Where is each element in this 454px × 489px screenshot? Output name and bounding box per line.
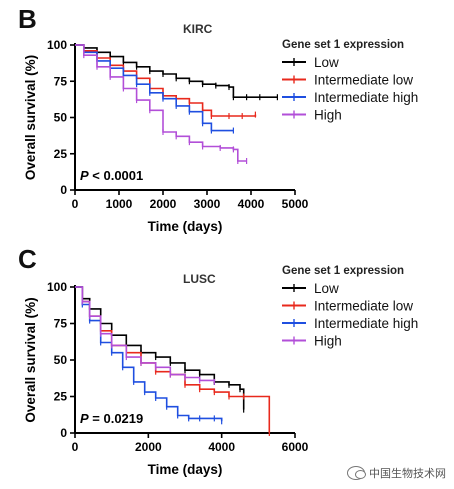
watermark-text: 中国生物技术网 (369, 467, 446, 480)
series-line (75, 286, 223, 422)
x-axis-label: Time (days) (148, 219, 223, 234)
p-value-annotation: P < 0.0001 (80, 168, 143, 183)
x-tick-label: 4000 (208, 440, 235, 454)
legend-label: Low (314, 55, 339, 70)
y-axis-label: Overall survival (%) (23, 297, 38, 422)
panel-label: B (18, 4, 37, 34)
x-tick-label: 1000 (106, 197, 133, 211)
legend-label: High (314, 334, 342, 349)
legend-label: High (314, 108, 342, 123)
y-tick-label: 50 (54, 111, 68, 125)
x-tick-label: 2000 (150, 197, 177, 211)
p-value: = 0.0219 (89, 411, 144, 426)
p-value-annotation: P = 0.0219 (80, 411, 143, 426)
x-tick-label: 2000 (135, 440, 162, 454)
y-tick-label: 100 (47, 38, 67, 52)
y-tick-label: 50 (54, 353, 68, 367)
x-tick-label: 3000 (194, 197, 221, 211)
x-tick-label: 0 (72, 440, 79, 454)
y-tick-label: 25 (54, 390, 68, 404)
legend-label: Intermediate high (314, 90, 418, 105)
x-tick-label: 0 (72, 197, 79, 211)
y-tick-label: 0 (60, 426, 67, 440)
y-tick-label: 25 (54, 147, 68, 161)
series-line (75, 44, 247, 162)
series-line (75, 286, 216, 382)
p-symbol: P (80, 168, 89, 183)
legend-label: Intermediate high (314, 316, 418, 331)
watermark: 中国生物技术网 (347, 465, 446, 481)
legend-label: Intermediate low (314, 299, 413, 314)
series-line (75, 44, 278, 98)
legend-label: Intermediate low (314, 73, 413, 88)
chart-title: LUSC (183, 272, 216, 286)
wechat-icon (347, 466, 366, 480)
x-tick-label: 5000 (282, 197, 309, 211)
p-symbol: P (80, 411, 89, 426)
legend-label: Low (314, 281, 339, 296)
panel-label: C (18, 244, 37, 274)
p-value: < 0.0001 (89, 168, 144, 183)
y-tick-label: 0 (60, 183, 67, 197)
chart-title: KIRC (183, 22, 213, 36)
legend-title: Gene set 1 expression (282, 39, 404, 51)
legend-title: Gene set 1 expression (282, 265, 404, 277)
y-tick-label: 75 (54, 74, 68, 88)
x-tick-label: 4000 (238, 197, 265, 211)
x-axis-label: Time (days) (148, 462, 223, 477)
y-tick-label: 75 (54, 317, 68, 331)
series-line (75, 286, 245, 410)
x-tick-label: 6000 (282, 440, 309, 454)
y-tick-label: 100 (47, 280, 67, 294)
panel-c: C LUSC 0 25 50 75 100 0 2000 4000 6000 Time (days) O… (18, 244, 418, 477)
series-line (75, 44, 257, 117)
y-axis-label: Overall survival (%) (23, 55, 38, 180)
